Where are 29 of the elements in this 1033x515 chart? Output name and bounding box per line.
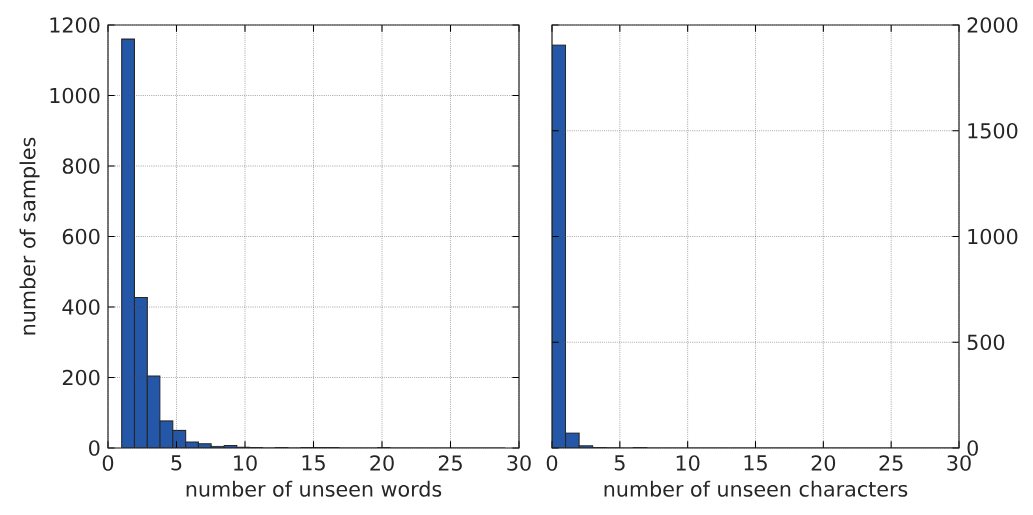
y-tick-label: 400 [62, 299, 100, 315]
x-tick-label: 15 [744, 455, 767, 471]
y-tick-label: 600 [62, 228, 100, 245]
x-tick-label: 30 [507, 455, 531, 471]
y-tick-label: 0 [967, 440, 978, 456]
x-tick-label: 5 [614, 455, 625, 471]
x-tick-label: 20 [370, 455, 394, 471]
x-tick-label: 10 [676, 455, 700, 471]
x-axis-title: number of unseen characters [604, 480, 908, 497]
y-tick-label: 200 [62, 369, 100, 386]
x-tick-label: 20 [811, 455, 836, 471]
x-tick-label: 5 [171, 455, 182, 471]
x-tick-label: 25 [438, 455, 462, 471]
x-tick-label: 25 [879, 455, 903, 471]
y-tick-label: 0 [89, 440, 100, 456]
x-tick-label: 15 [302, 455, 325, 471]
y-tick-label: 1200 [50, 17, 100, 33]
x-tick-label: 0 [102, 455, 114, 471]
y-tick-label: 1000 [968, 228, 1018, 245]
y-tick-label: 1500 [968, 122, 1018, 139]
y-tick-label: 2000 [967, 17, 1018, 33]
x-tick-label: 30 [947, 455, 971, 471]
x-tick-label: 0 [546, 455, 558, 471]
x-axis-title: number of unseen words [186, 480, 442, 497]
x-tick-label: 10 [234, 455, 257, 471]
y-tick-label: 1000 [50, 87, 100, 104]
y-axis-title: number of samples [19, 137, 40, 335]
y-tick-label: 800 [62, 158, 100, 174]
y-tick-label: 500 [967, 334, 1005, 351]
